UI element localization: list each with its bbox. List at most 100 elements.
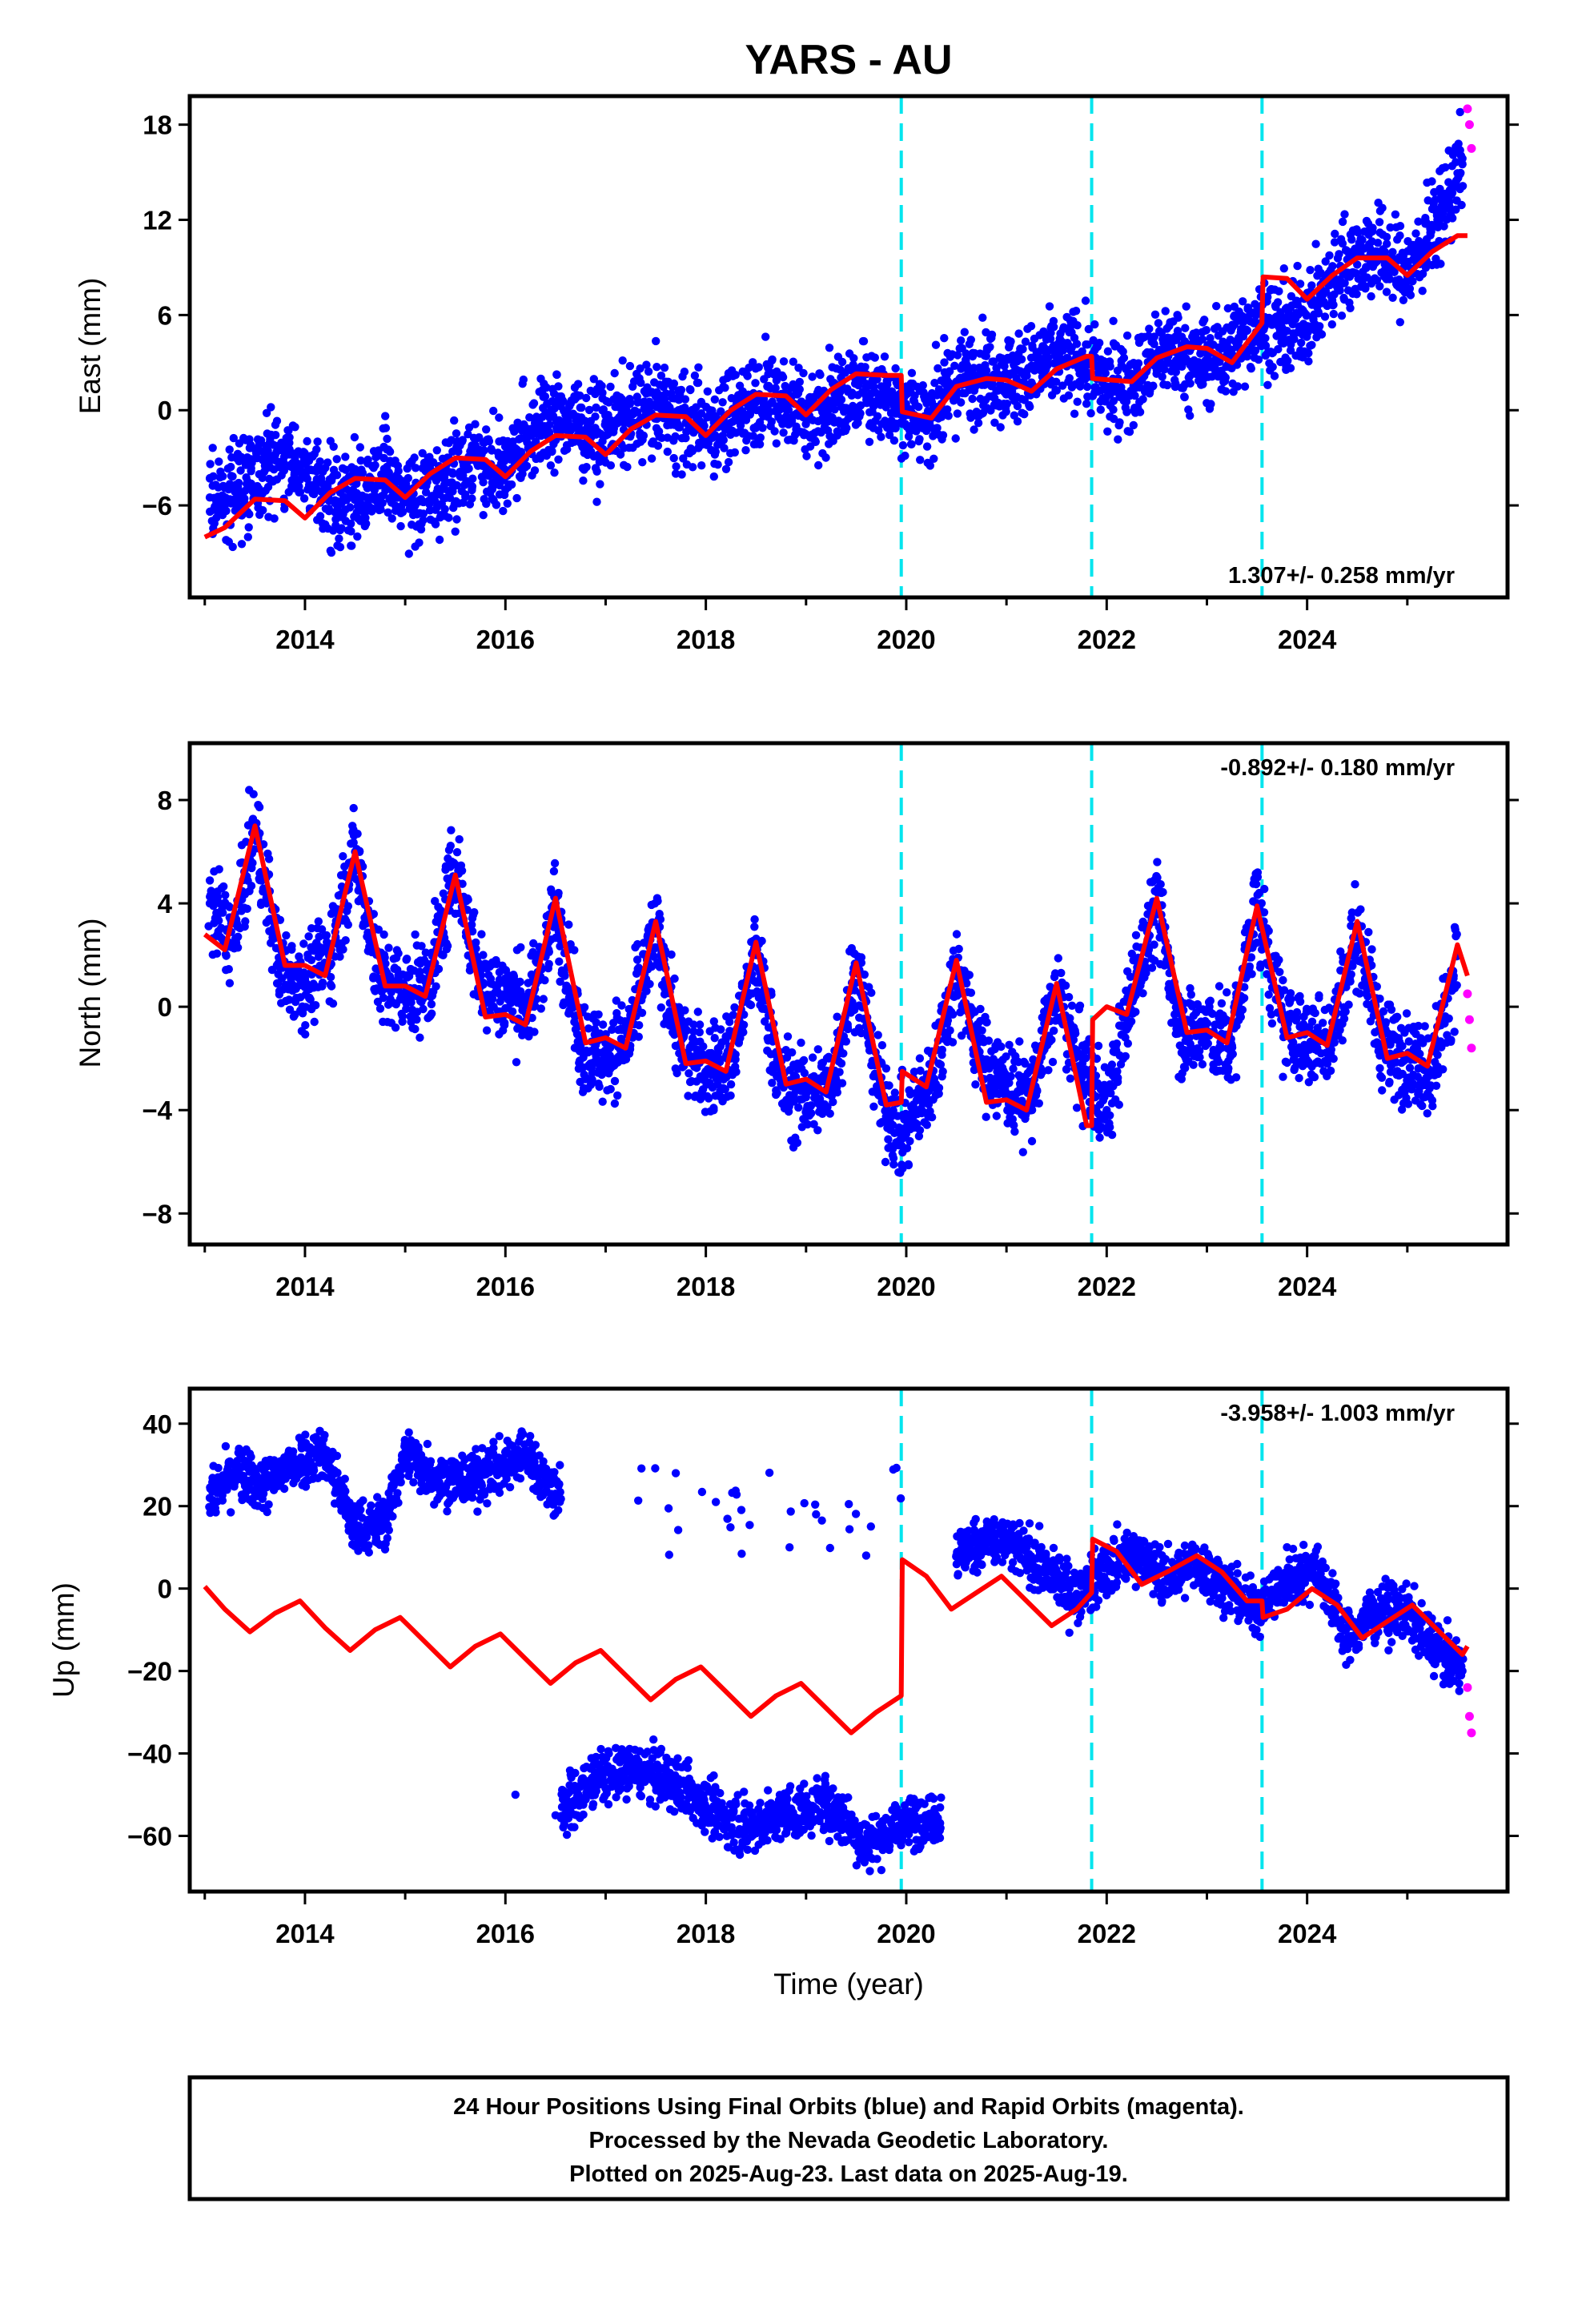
north-final-point [339,945,347,954]
north-final-point [544,959,553,969]
east-panel: East (mm) 2014 2016 2018 2020 2022 2024−60612… [74,94,1519,654]
north-final-point [219,908,227,917]
north-final-point [709,1106,718,1115]
north-final-point [885,1081,893,1090]
east-final-point [1186,411,1195,420]
east-final-point [881,416,889,425]
east-final-point [378,498,387,508]
north-final-point [472,944,480,953]
east-final-point [383,508,392,517]
east-final-point [671,432,680,441]
east-x-tick-label: 2016 [476,625,535,654]
north-final-point [588,1075,596,1084]
east-final-point [1086,408,1095,418]
north-final-point [391,1023,400,1032]
east-final-point [821,453,830,462]
north-final-point [613,1091,622,1100]
east-final-point [636,364,644,373]
north-final-point [823,1103,832,1112]
east-final-point [889,436,899,445]
north-final-point [730,1003,739,1012]
north-final-point [570,946,579,955]
east-final-point [458,436,467,444]
east-final-point [940,358,949,367]
east-final-point [1338,239,1347,248]
east-final-point [1247,364,1256,373]
east-final-point [1207,400,1215,408]
east-final-point [1103,347,1113,356]
north-final-point [889,1154,898,1163]
east-final-point [206,460,215,468]
east-final-point [1335,286,1344,295]
north-final-point [670,974,679,983]
east-final-point [1006,337,1015,346]
east-final-point [1212,302,1221,311]
east-final-point [870,353,880,362]
east-final-point [639,431,648,440]
north-final-point [427,999,436,1009]
east-final-point [754,363,763,372]
east-final-point [1102,382,1111,391]
east-final-point [464,430,472,439]
north-final-point [813,1126,822,1135]
east-final-point [205,493,215,502]
north-final-point [768,1079,777,1088]
north-final-point [301,1021,310,1030]
north-final-point [556,942,564,951]
east-final-point [222,506,231,516]
north-final-point [419,1004,428,1014]
east-final-point [1307,340,1316,349]
east-final-point [978,313,987,322]
north-final-point [536,1004,545,1013]
north-final-point [205,876,215,885]
north-final-point [335,952,344,961]
east-final-point [385,447,395,456]
north-final-point [411,930,420,939]
east-final-point [552,370,561,379]
east-final-point [1338,217,1347,227]
east-final-point [653,441,663,450]
east-final-point [259,506,267,515]
east-final-point [677,470,686,479]
east-final-point [1114,435,1122,444]
east-final-point [332,471,342,480]
east-final-point [1445,197,1454,206]
east-final-point [837,357,847,367]
east-final-point [990,418,999,427]
east-final-point [1320,312,1330,321]
east-final-point [830,405,839,414]
north-final-point [695,1020,705,1029]
east-final-point [703,387,712,396]
east-final-point [468,474,477,483]
north-final-point [633,939,642,949]
east-final-point [383,434,391,444]
north-final-point [221,891,230,899]
north-final-point [912,1096,921,1105]
east-final-point [355,443,364,452]
east-final-point [376,505,385,514]
east-final-point [1206,334,1215,343]
east-final-point [208,444,217,452]
east-final-point [652,336,661,346]
east-final-point [717,407,725,416]
east-final-point [865,437,874,446]
east-final-point [1458,182,1468,191]
east-final-point [953,409,962,418]
north-final-point [645,979,654,989]
east-final-point [1072,350,1081,360]
east-final-point [1405,284,1415,293]
east-final-point [1307,281,1316,290]
east-final-point [1290,335,1299,344]
east-final-point [548,447,556,456]
east-final-point [768,355,777,364]
north-final-point [394,949,403,958]
north-final-point [439,951,448,960]
east-final-point [499,506,508,516]
north-final-point [596,1029,604,1038]
east-final-point [749,358,757,367]
north-final-point [667,950,676,959]
north-final-point [797,1038,805,1047]
east-final-point [240,486,250,496]
east-final-point [291,453,299,462]
east-final-point [532,437,540,446]
